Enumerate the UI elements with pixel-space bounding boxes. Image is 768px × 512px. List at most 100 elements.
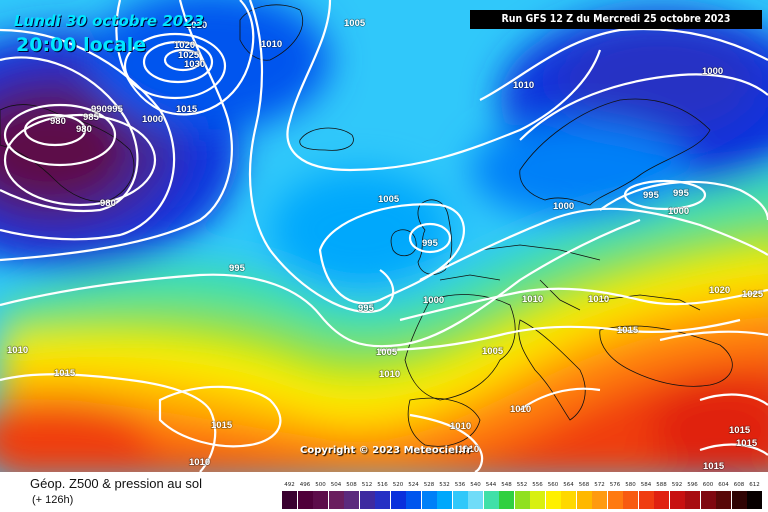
map-footer: Géop. Z500 & pression au sol (+ 126h) 49… xyxy=(0,472,768,512)
legend-label: 552 xyxy=(516,482,528,488)
legend-swatch xyxy=(514,491,530,509)
run-info-banner: Run GFS 12 Z du Mercredi 25 octobre 2023 xyxy=(470,10,762,29)
isobar-label: 1025 xyxy=(178,50,200,61)
legend-swatch xyxy=(638,491,654,509)
legend-swatch xyxy=(685,491,700,509)
isobar-label: 1000 xyxy=(668,206,689,217)
isobar-label: 1020 xyxy=(709,285,730,296)
legend-label: 568 xyxy=(578,482,590,488)
legend-swatch xyxy=(623,491,638,509)
legend-label: 536 xyxy=(454,482,466,488)
legend-label: 564 xyxy=(563,482,574,488)
isobar-label: 1010 xyxy=(588,294,609,305)
pressure-map: 1010 1005 1010 1020 1025 1030 1015 1000 … xyxy=(0,0,768,472)
isobar-label: 1005 xyxy=(378,194,400,205)
legend-label: 580 xyxy=(625,482,636,488)
isobar-lines xyxy=(0,0,768,472)
legend-swatch xyxy=(592,491,607,509)
isobar-label: 980 xyxy=(50,116,66,127)
legend-label: 596 xyxy=(687,482,698,488)
legend-label: 548 xyxy=(501,482,512,488)
map-title: Géop. Z500 & pression au sol xyxy=(30,476,202,491)
legend-swatch xyxy=(716,491,731,509)
isobar-label: 1030 xyxy=(184,59,205,70)
legend-swatch xyxy=(700,491,716,509)
legend-label: 572 xyxy=(594,482,605,488)
legend-label: 592 xyxy=(671,482,683,488)
legend-swatch xyxy=(576,491,592,509)
legend-swatch xyxy=(282,491,297,509)
isobar-label: 1015 xyxy=(211,420,233,431)
legend-label: 540 xyxy=(470,482,481,488)
legend-swatch xyxy=(747,491,762,509)
legend-swatch xyxy=(483,491,499,509)
legend-label: 576 xyxy=(609,482,621,488)
isobar-label: 1010 xyxy=(261,39,282,50)
isobar-label: 1000 xyxy=(142,114,163,125)
legend-swatch xyxy=(328,491,344,509)
legend-swatch xyxy=(313,491,328,509)
legend-swatch xyxy=(344,491,359,509)
isobar-label: 1010 xyxy=(458,444,479,455)
isobar-label: 1015 xyxy=(736,438,758,449)
legend-label: 556 xyxy=(532,482,543,488)
legend-label: 612 xyxy=(749,482,760,488)
isobar-label: 995 xyxy=(643,190,660,201)
forecast-date: Lundi 30 octobre 2023 xyxy=(14,12,205,30)
legend-label: 604 xyxy=(718,482,729,488)
legend-swatch xyxy=(375,491,390,509)
isobar-label: 1010 xyxy=(522,294,543,305)
legend-label: 504 xyxy=(330,482,342,488)
legend-swatch xyxy=(607,491,623,509)
legend-label: 544 xyxy=(485,482,497,488)
coastlines xyxy=(0,4,733,447)
isobar-label: 980 xyxy=(76,124,92,135)
legend-label: 500 xyxy=(315,482,326,488)
legend-label: 588 xyxy=(656,482,667,488)
legend-swatch xyxy=(731,491,747,509)
isobar-label: 995 xyxy=(107,104,124,115)
isobar-label: 985 xyxy=(83,112,100,123)
isobar-label: 1015 xyxy=(617,325,639,336)
isobar-label: 995 xyxy=(673,188,690,199)
forecast-lead-time: (+ 126h) xyxy=(32,494,74,506)
isobar-label: 1010 xyxy=(7,345,28,356)
legend-label: 600 xyxy=(702,482,714,488)
isobar-label: 1010 xyxy=(189,457,210,468)
legend-swatch xyxy=(452,491,468,509)
isobar-label: 1010 xyxy=(513,80,534,91)
legend-swatch xyxy=(654,491,669,509)
isobar-label: 1010 xyxy=(510,404,531,415)
legend-swatch xyxy=(437,491,452,509)
legend-label: 524 xyxy=(408,482,419,488)
legend-label: 492 xyxy=(284,482,295,488)
legend-label: 496 xyxy=(299,482,311,488)
legend-label: 608 xyxy=(733,482,745,488)
isobar-label: 990 xyxy=(91,104,107,115)
isobar-label: 995 xyxy=(229,263,246,274)
legend-label: 516 xyxy=(377,482,388,488)
isobar-label: 1020 xyxy=(174,40,195,51)
map-canvas: 1010 1005 1010 1020 1025 1030 1015 1000 … xyxy=(0,0,768,472)
legend-label: 520 xyxy=(392,482,404,488)
legend-swatch xyxy=(669,491,685,509)
legend-label: 528 xyxy=(423,482,435,488)
legend-swatch xyxy=(530,491,545,509)
isobar-label: 1000 xyxy=(702,66,723,77)
legend-swatch xyxy=(499,491,514,509)
legend-swatch xyxy=(359,491,375,509)
isobar-label: 1015 xyxy=(54,368,76,379)
isobar-label: 980 xyxy=(100,198,116,209)
legend-label: 508 xyxy=(346,482,357,488)
isobar-labels: 1010 1005 1010 1020 1025 1030 1015 1000 … xyxy=(6,17,764,472)
legend-swatch xyxy=(545,491,561,509)
isobar-label: 1000 xyxy=(553,201,574,212)
isobar-label: 1010 xyxy=(186,20,207,31)
isobar-label: 1005 xyxy=(344,18,366,29)
isobar-label: 1005 xyxy=(376,347,398,358)
forecast-local-time: 20:00 locale xyxy=(16,34,147,56)
legend-label: 560 xyxy=(547,482,559,488)
isobar-label: 1010 xyxy=(379,369,400,380)
isobar-label: 1015 xyxy=(703,461,725,472)
